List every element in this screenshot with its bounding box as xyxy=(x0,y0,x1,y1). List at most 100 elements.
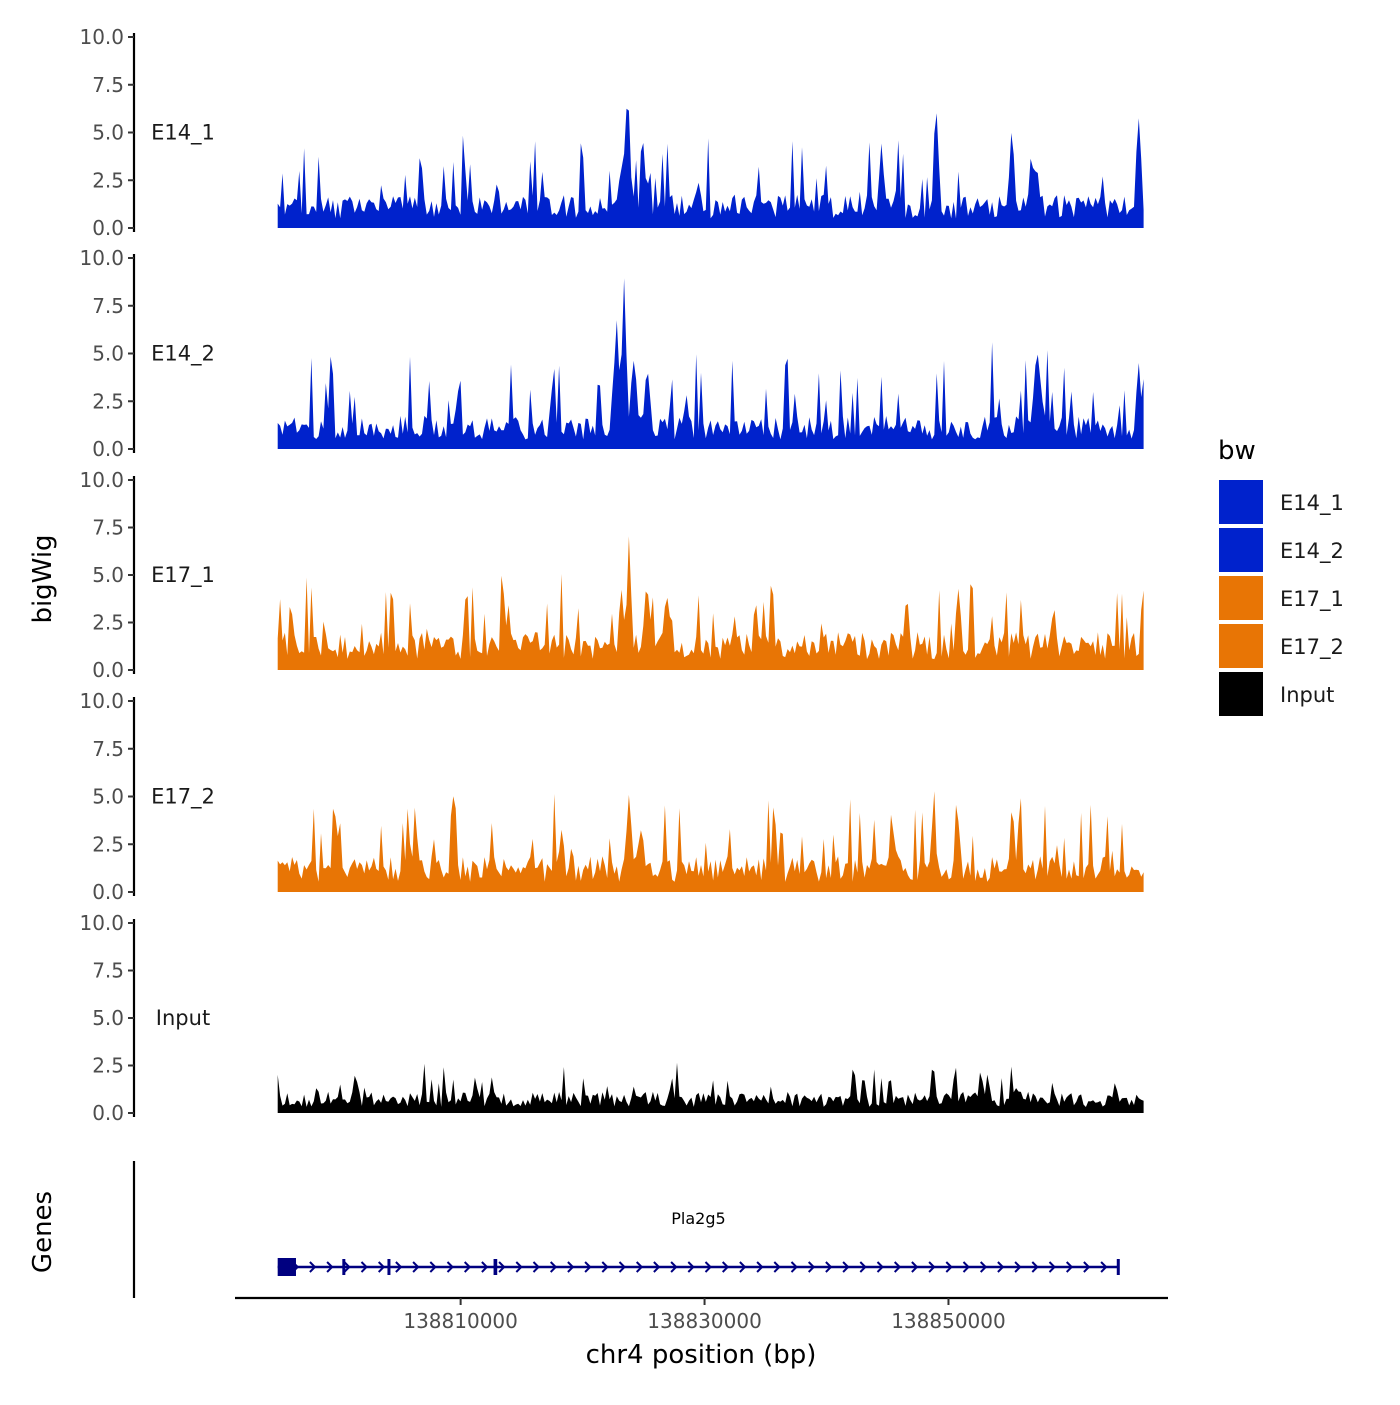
exon xyxy=(342,1259,346,1275)
strand-arrow xyxy=(343,1261,351,1273)
track-E17_2: 0.0 2.5 5.0 7.5 10.0 E17_2 xyxy=(79,689,1144,904)
strand-arrow xyxy=(859,1261,867,1273)
strand-arrow xyxy=(463,1261,472,1273)
strand-arrow xyxy=(309,1261,317,1273)
strand-arrow xyxy=(1100,1261,1108,1273)
coverage-area-E14_2 xyxy=(277,278,1144,449)
strand-arrow xyxy=(721,1261,730,1273)
y-tick-label: 0.0 xyxy=(92,216,124,240)
strand-arrow xyxy=(807,1261,816,1273)
legend-item-E17_2: E17_2 xyxy=(1219,624,1344,668)
legend-swatch xyxy=(1219,672,1263,716)
legend-label: E17_1 xyxy=(1280,587,1344,612)
strand-arrow xyxy=(377,1261,386,1273)
strand-arrow xyxy=(532,1261,540,1273)
strand-arrow xyxy=(446,1261,454,1273)
strand-arrow xyxy=(429,1261,437,1273)
track-label: E17_1 xyxy=(151,563,215,588)
strand-arrow xyxy=(584,1261,592,1273)
strand-arrow xyxy=(893,1261,902,1273)
y-tick-label: 10.0 xyxy=(79,468,124,492)
strand-arrow xyxy=(635,1261,644,1273)
y-tick-label: 7.5 xyxy=(92,294,124,318)
legend-label: Input xyxy=(1280,683,1334,707)
coverage-area-E14_1 xyxy=(277,108,1144,228)
exon xyxy=(493,1259,498,1275)
strand-arrow xyxy=(928,1261,936,1273)
y-tick-label: 2.5 xyxy=(92,168,124,192)
legend-swatch xyxy=(1219,624,1263,668)
strand-arrow xyxy=(601,1261,609,1273)
y-tick-label: 5.0 xyxy=(92,342,124,366)
strand-arrow xyxy=(1031,1261,1039,1273)
coverage-area-E17_2 xyxy=(277,791,1144,892)
x-axis: 138810000 138830000 138850000 xyxy=(235,1296,1168,1333)
y-tick-label: 2.5 xyxy=(92,389,124,413)
y-tick-label: 10.0 xyxy=(79,689,124,713)
y-tick-label: 10.0 xyxy=(79,25,124,49)
y-tick-label: 5.0 xyxy=(92,121,124,145)
x-tick-label: 138830000 xyxy=(647,1309,762,1333)
strand-arrow xyxy=(756,1261,764,1273)
y-tick-label: 2.5 xyxy=(92,1054,124,1078)
y-tick-label: 7.5 xyxy=(92,516,124,540)
strand-arrow xyxy=(979,1261,988,1273)
y-axis-title: bigWig xyxy=(28,534,58,623)
tracks-layer: 0.0 2.5 5.0 7.5 10.0 E14_1 0.0 2.5 5.0 7.5 10.0 E14… xyxy=(79,25,1144,1125)
gene-Pla2g5: Pla2g5 xyxy=(277,1209,1120,1276)
y-tick-label: 10.0 xyxy=(79,246,124,270)
track-label: E14_2 xyxy=(151,342,215,367)
legend-item-Input: Input xyxy=(1219,672,1334,716)
strand-arrow xyxy=(773,1261,781,1273)
y-tick-label: 10.0 xyxy=(79,911,124,935)
track-E14_1: 0.0 2.5 5.0 7.5 10.0 E14_1 xyxy=(79,25,1144,240)
track-label: E17_2 xyxy=(151,785,215,810)
strand-arrow xyxy=(704,1261,712,1273)
x-tick-label: 138850000 xyxy=(891,1309,1006,1333)
legend-label: E17_2 xyxy=(1280,635,1344,660)
strand-arrow xyxy=(1083,1261,1091,1273)
strand-arrow xyxy=(945,1261,953,1273)
gene-label: Pla2g5 xyxy=(671,1209,725,1228)
y-tick-label: 2.5 xyxy=(92,611,124,635)
track-Input: 0.0 2.5 5.0 7.5 10.0 Input xyxy=(79,911,1144,1125)
y-tick-label: 7.5 xyxy=(92,737,124,761)
x-axis-title: chr4 position (bp) xyxy=(586,1340,817,1370)
strand-arrow xyxy=(842,1261,850,1273)
strand-arrow xyxy=(498,1261,506,1273)
strand-arrow xyxy=(670,1261,678,1273)
legend-swatch xyxy=(1219,480,1263,524)
strand-arrow xyxy=(618,1261,626,1273)
legend-item-E17_1: E17_1 xyxy=(1219,576,1344,620)
y-tick-label: 0.0 xyxy=(92,658,124,682)
track-E17_1: 0.0 2.5 5.0 7.5 10.0 E17_1 xyxy=(79,468,1144,682)
strand-arrow xyxy=(997,1261,1005,1273)
strand-arrow xyxy=(1065,1261,1074,1273)
track-label: E14_1 xyxy=(151,121,215,146)
strand-arrow xyxy=(360,1261,368,1273)
legend: E14_1 E14_2 E17_1 E17_2 Input xyxy=(1219,480,1344,716)
legend-swatch xyxy=(1219,528,1263,572)
genes-layer: Pla2g5 xyxy=(132,1161,1120,1298)
strand-arrow xyxy=(911,1261,919,1273)
strand-arrow xyxy=(790,1261,798,1273)
strand-arrow xyxy=(549,1261,558,1273)
y-tick-label: 7.5 xyxy=(92,959,124,983)
legend-swatch xyxy=(1219,576,1263,620)
track-E14_2: 0.0 2.5 5.0 7.5 10.0 E14_2 xyxy=(79,246,1144,461)
coverage-area-Input xyxy=(277,1062,1144,1113)
y-tick-label: 2.5 xyxy=(92,832,124,856)
strand-arrow xyxy=(1014,1261,1022,1273)
strand-arrow xyxy=(876,1261,884,1273)
strand-arrow xyxy=(515,1261,523,1273)
legend-title: bw xyxy=(1218,436,1256,466)
exon xyxy=(1116,1259,1120,1275)
strand-arrow xyxy=(825,1261,833,1273)
legend-label: E14_2 xyxy=(1280,539,1344,564)
exon xyxy=(277,1258,296,1276)
strand-arrow xyxy=(567,1261,575,1273)
genes-axis-title: Genes xyxy=(28,1191,58,1273)
strand-arrow xyxy=(412,1261,420,1273)
